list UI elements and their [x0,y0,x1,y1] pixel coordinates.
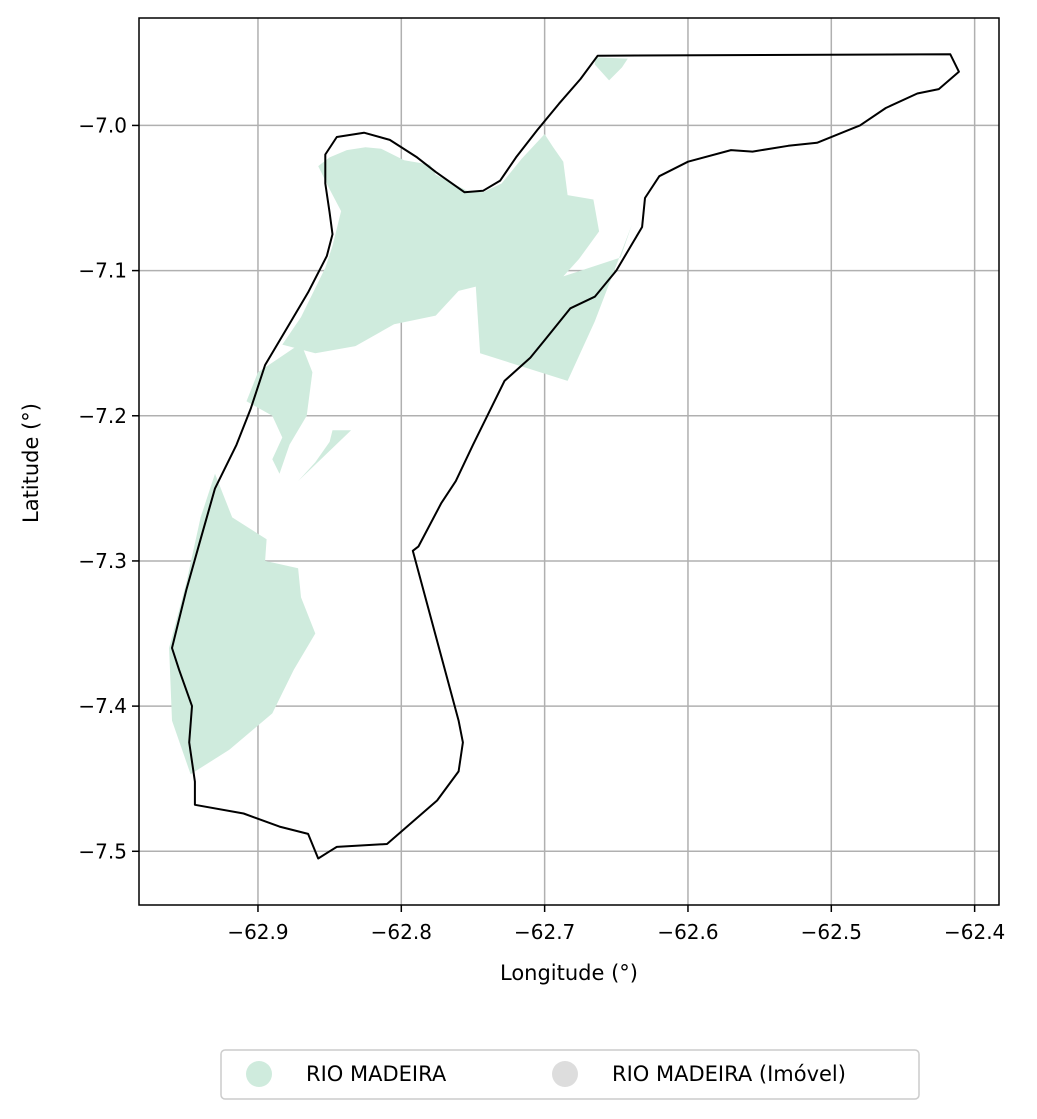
x-tick-label-4: −62.5 [801,920,862,944]
rio-madeira-area-3 [298,430,352,482]
y-tick-label-1: −7.1 [78,259,127,283]
rio-madeira-area-1 [282,134,633,381]
y-tick-label-4: −7.4 [78,694,127,718]
legend-marker-rio-madeira [246,1061,272,1087]
layer-1 [171,53,960,860]
legend-label-rio-madeira-imovel: RIO MADEIRA (Imóvel) [612,1062,846,1086]
rio-madeira-area-2 [246,343,313,474]
y-tick-label-5: −7.5 [78,839,127,863]
legend-marker-rio-madeira-imovel [552,1061,578,1087]
rio-madeira-area-0 [594,57,628,81]
x-tick-label-1: −62.8 [371,920,432,944]
axis-ticks: −62.9 −62.8 −62.7 −62.6 −62.5 −62.4 −7.0 −7.1 −7… [78,113,1005,944]
y-tick-label-3: −7.3 [78,549,127,573]
layer-0 [169,57,633,775]
rio-madeira-area-4 [169,473,316,775]
y-tick-label-2: −7.2 [78,404,127,428]
legend: RIO MADEIRA RIO MADEIRA (Imóvel) [220,1049,920,1100]
x-tick-label-3: −62.6 [657,920,718,944]
x-tick-label-5: −62.4 [944,920,1005,944]
plot-frame [138,17,1000,906]
rio-madeira-imovel-boundary-0 [171,53,960,860]
y-tick-label-0: −7.0 [78,113,127,137]
y-axis-label: Latitude (°) [19,403,43,523]
map-layers [169,53,960,860]
x-axis-label: Longitude (°) [500,961,638,985]
legend-label-rio-madeira: RIO MADEIRA [306,1062,447,1086]
x-tick-label-2: −62.7 [514,920,575,944]
x-tick-label-0: −62.9 [227,920,288,944]
